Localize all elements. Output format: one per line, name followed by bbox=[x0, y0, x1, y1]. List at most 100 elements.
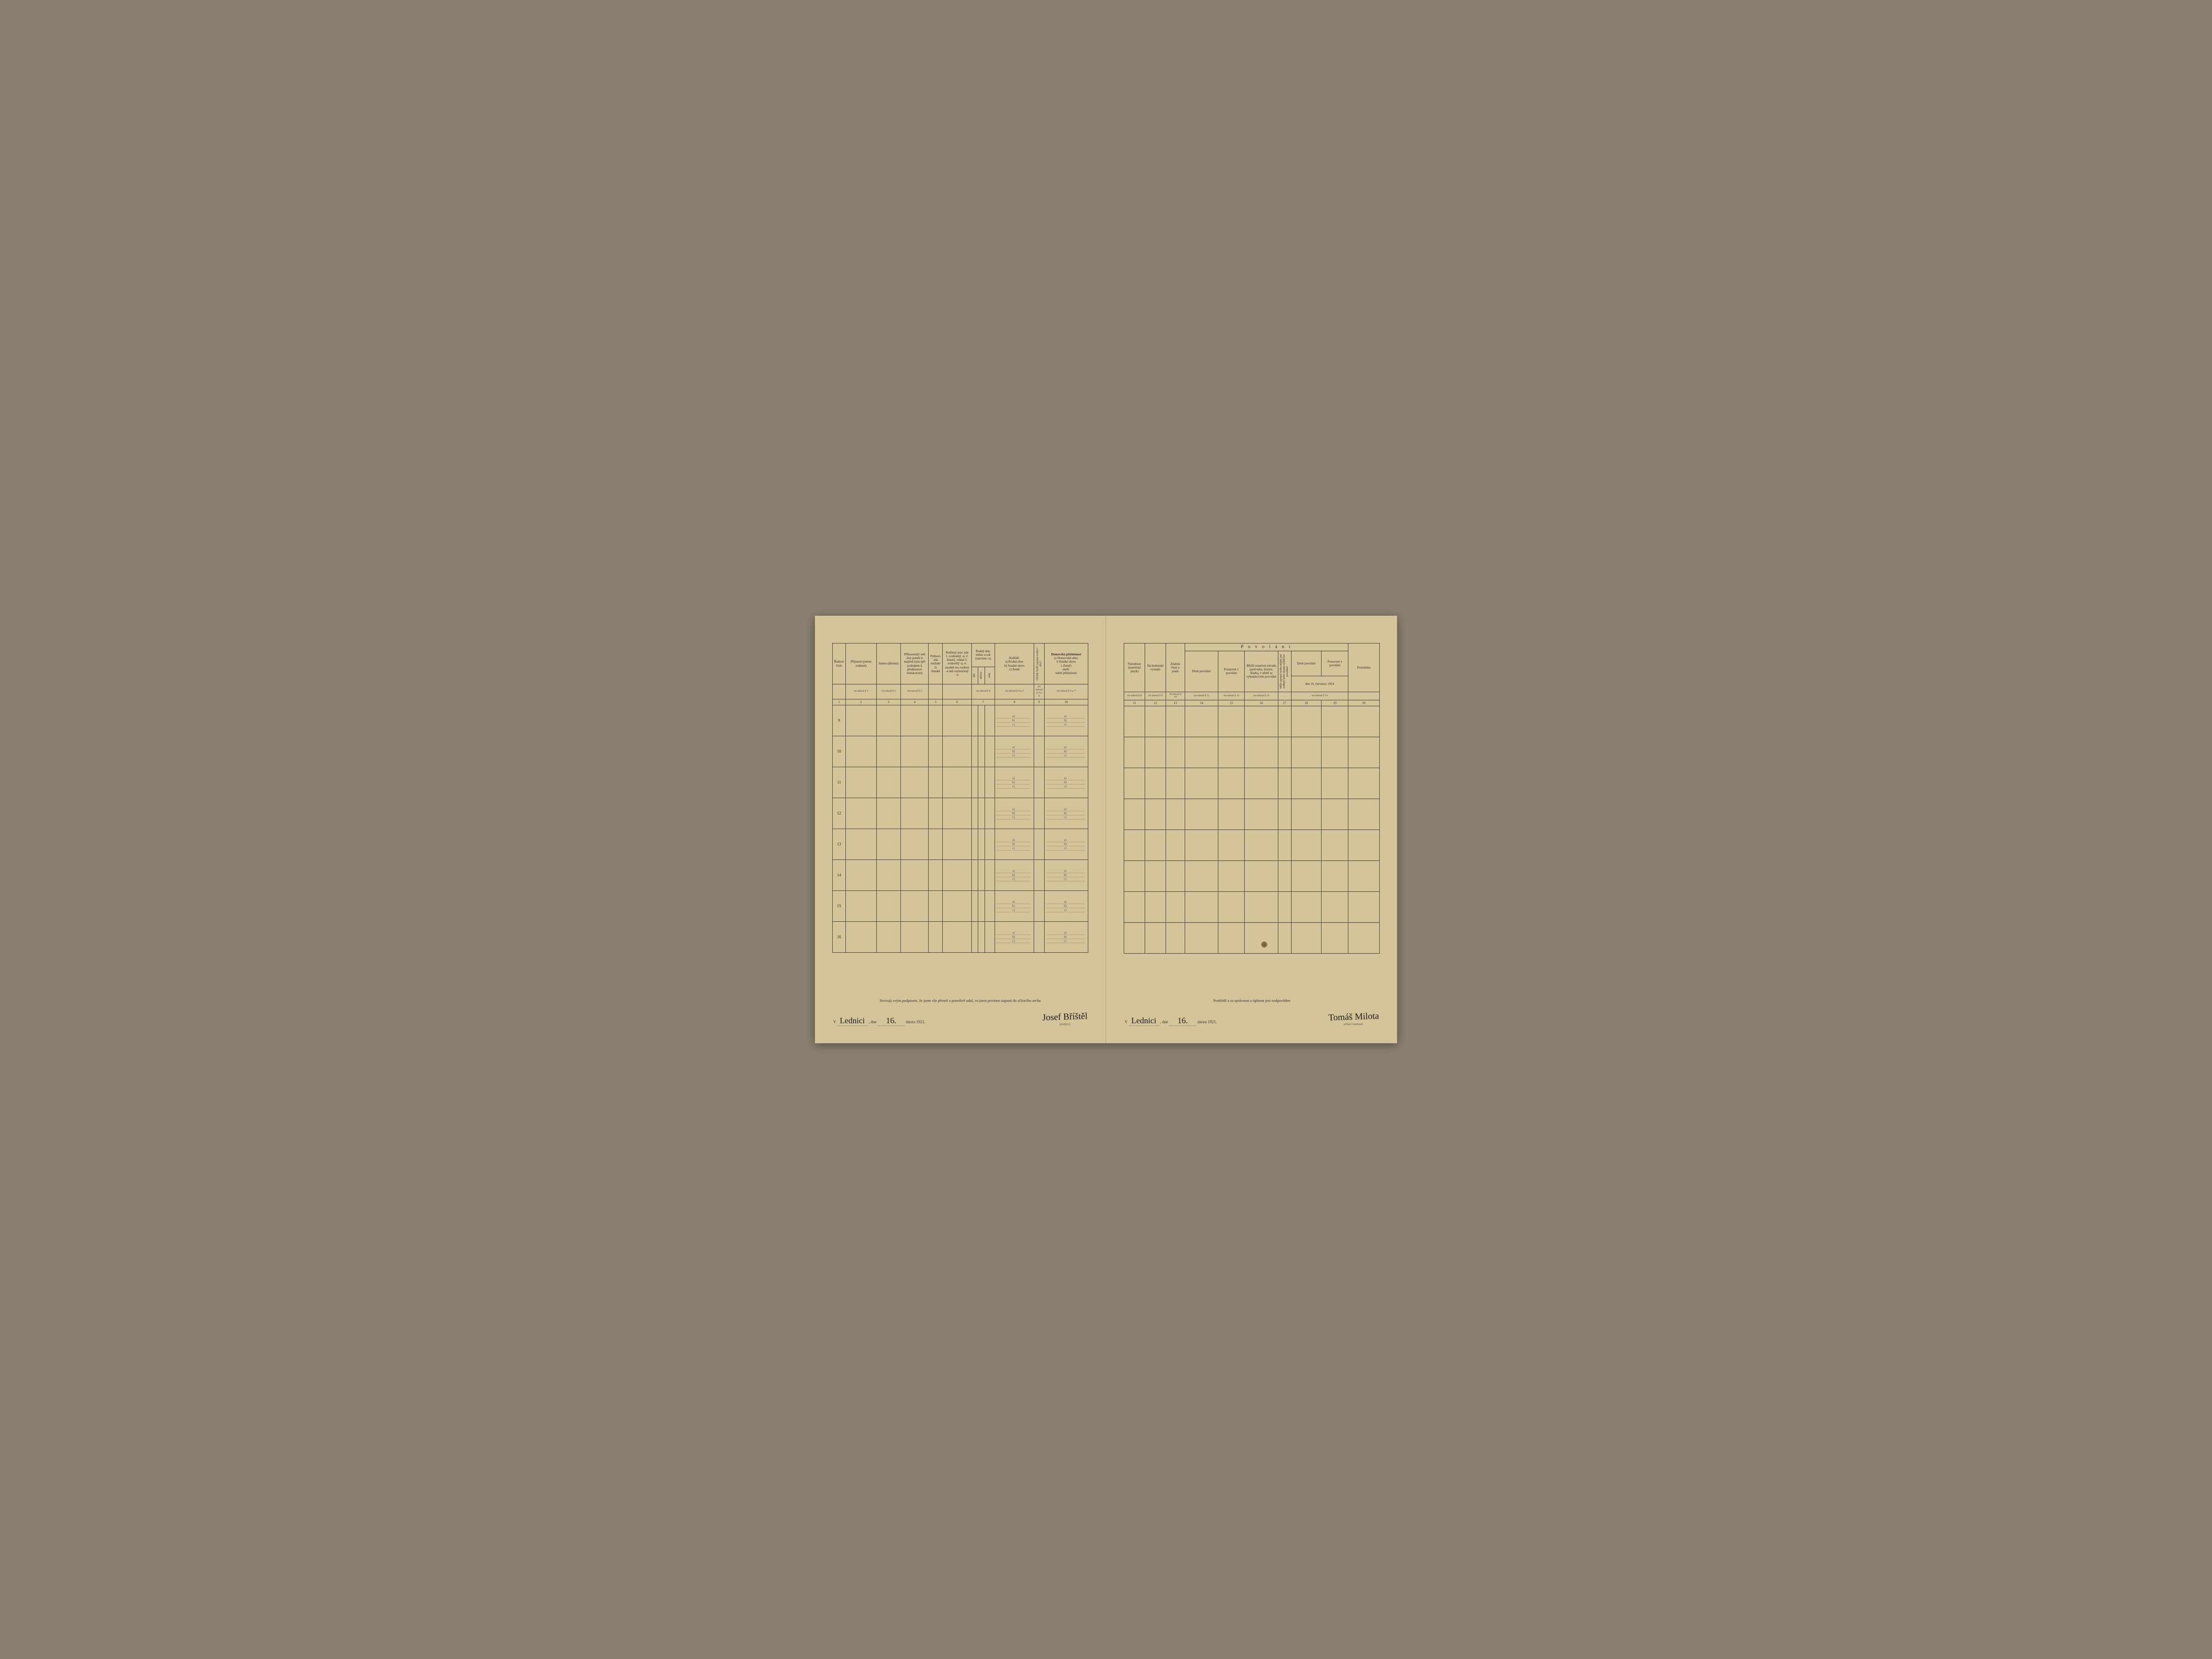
cell-pribuz bbox=[900, 705, 928, 736]
cn-15: 15 bbox=[1218, 700, 1245, 706]
cell-blank bbox=[1322, 861, 1348, 892]
cell-pribuz bbox=[900, 829, 928, 860]
cell-prijmeni bbox=[846, 767, 877, 798]
cn-11: 11 bbox=[1124, 700, 1145, 706]
cell-domovska: a)b)c) bbox=[1044, 798, 1088, 829]
cell-rodiste: a)b)c) bbox=[995, 705, 1034, 736]
cell-blank bbox=[1245, 892, 1278, 923]
cell-blank bbox=[1278, 923, 1291, 954]
row-number: 16 bbox=[833, 921, 846, 952]
hdr-poznamka: Poznámka bbox=[1348, 643, 1379, 692]
table-row bbox=[1124, 892, 1380, 923]
cell-rok bbox=[985, 890, 995, 921]
cell-dne bbox=[971, 767, 978, 798]
cell-blank bbox=[1291, 923, 1322, 954]
hdr-druh-pov: Druh povolání bbox=[1185, 651, 1218, 692]
cell-prijmeni bbox=[846, 736, 877, 767]
cell-blank bbox=[1348, 799, 1379, 830]
cell-blank bbox=[1218, 830, 1245, 861]
cell-blank bbox=[1322, 830, 1348, 861]
cell-blank bbox=[1218, 706, 1245, 737]
nav-20 bbox=[1348, 692, 1379, 700]
cell-mesic bbox=[978, 798, 985, 829]
cell-mesic bbox=[978, 736, 985, 767]
cell-blank bbox=[1166, 799, 1185, 830]
left-declaration: Stvrzuji svým podpisem, že jsem vše přes… bbox=[833, 998, 1087, 1003]
paper-stain bbox=[1261, 941, 1267, 948]
cell-blank bbox=[1124, 861, 1145, 892]
cell-odkdy bbox=[1034, 890, 1045, 921]
nav-14: viz návod § 11 bbox=[1185, 692, 1218, 700]
cell-blank bbox=[1166, 830, 1185, 861]
table-row bbox=[1124, 861, 1380, 892]
table-row: 9a)b)c)a)b)c) bbox=[833, 705, 1088, 736]
nav-7: viz návod § 4 bbox=[971, 684, 995, 699]
census-table-right: Národnost (mateřský jazyk) Ná-boženské v… bbox=[1124, 643, 1380, 954]
cell-blank bbox=[1218, 737, 1245, 768]
cell-blank bbox=[1145, 861, 1166, 892]
cn-19: 19 bbox=[1322, 700, 1348, 706]
cell-jmeno bbox=[876, 890, 900, 921]
cell-rok bbox=[985, 767, 995, 798]
cell-domovska: a)b)c) bbox=[1044, 736, 1088, 767]
cell-blank bbox=[1145, 768, 1166, 799]
hdr-domovska-a: (a Domovská obec bbox=[1054, 656, 1078, 660]
cell-stav bbox=[943, 705, 972, 736]
cell-jmeno bbox=[876, 860, 900, 890]
cell-stav bbox=[943, 798, 972, 829]
right-v: V bbox=[1125, 1020, 1127, 1024]
table-row: 13a)b)c)a)b)c) bbox=[833, 829, 1088, 860]
cell-stav bbox=[943, 829, 972, 860]
cell-blank bbox=[1322, 706, 1348, 737]
cell-blank bbox=[1145, 737, 1166, 768]
left-place-handwritten: Lednici bbox=[837, 1016, 868, 1026]
hdr-pohlavi: Pohlaví, zda mužské či ženské bbox=[929, 643, 943, 684]
cell-blank bbox=[1278, 892, 1291, 923]
row-number: 12 bbox=[833, 798, 846, 829]
cell-stav bbox=[943, 860, 972, 890]
nav-11: viz návod § 8 bbox=[1124, 692, 1145, 700]
cell-rok bbox=[985, 705, 995, 736]
cell-prijmeni bbox=[846, 829, 877, 860]
hdr-date-1914: dne 16. července 1914 bbox=[1291, 676, 1348, 692]
cell-blank bbox=[1278, 861, 1291, 892]
right-month-year: února 1921. bbox=[1197, 1020, 1217, 1024]
cell-blank bbox=[1185, 737, 1218, 768]
cell-pohlavi bbox=[929, 890, 943, 921]
cn-20: 20 bbox=[1348, 700, 1379, 706]
left-signature-block: Josef Bříštěl (podpis) bbox=[1042, 1012, 1087, 1026]
table-row bbox=[1124, 799, 1380, 830]
cell-blank bbox=[1124, 923, 1145, 954]
cell-blank bbox=[1145, 830, 1166, 861]
table-row: 16a)b)c)a)b)c) bbox=[833, 921, 1088, 952]
cn-2: 2 bbox=[846, 699, 877, 705]
cell-blank bbox=[1145, 923, 1166, 954]
hdr-druh-pov-2: Druh povolání bbox=[1291, 651, 1322, 676]
cell-blank bbox=[1185, 830, 1218, 861]
hdr-narodnost: Národnost (mateřský jazyk) bbox=[1124, 643, 1145, 692]
cell-pohlavi bbox=[929, 705, 943, 736]
table-row: 11a)b)c)a)b)c) bbox=[833, 767, 1088, 798]
cell-mesic bbox=[978, 921, 985, 952]
cell-stav bbox=[943, 921, 972, 952]
table-row: 15a)b)c)a)b)c) bbox=[833, 890, 1088, 921]
cell-dne bbox=[971, 890, 978, 921]
cell-rodiste: a)b)c) bbox=[995, 767, 1034, 798]
hdr-jmeno: Jméno (křestní) bbox=[876, 643, 900, 684]
nav-4: viz návod § 3 bbox=[900, 684, 928, 699]
cell-rok bbox=[985, 921, 995, 952]
cell-prijmeni bbox=[846, 798, 877, 829]
nav-3: viz návod § 2 bbox=[876, 684, 900, 699]
hdr-rodiste-title: Rodiště: bbox=[1009, 656, 1020, 660]
census-table-left: Řadové číslo Příjmení (jméno rodinné) Jm… bbox=[832, 643, 1088, 953]
hdr-domovska-aneb: aneb: bbox=[1063, 668, 1070, 671]
cell-blank bbox=[1218, 892, 1245, 923]
cell-blank bbox=[1218, 861, 1245, 892]
cell-blank bbox=[1348, 830, 1379, 861]
cell-blank bbox=[1145, 892, 1166, 923]
cell-blank bbox=[1245, 861, 1278, 892]
nav-17 bbox=[1278, 692, 1291, 700]
cell-blank bbox=[1322, 799, 1348, 830]
nav-9: viz návod § 4 a 6 bbox=[1034, 684, 1045, 699]
right-day-handwritten: 16. bbox=[1169, 1016, 1196, 1026]
